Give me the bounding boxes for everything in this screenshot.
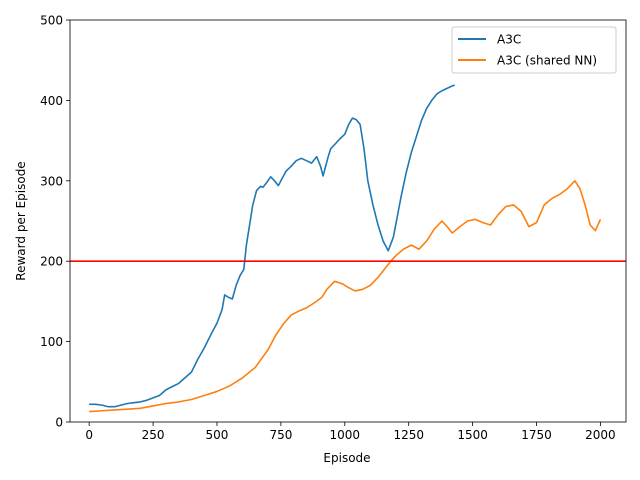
x-axis-label: Episode — [323, 451, 370, 465]
legend-label-a3c-shared-nn: A3C (shared NN) — [497, 54, 597, 68]
x-tick-label: 2000 — [585, 428, 616, 442]
y-tick-label: 400 — [40, 94, 63, 108]
y-axis-label: Reward per Episode — [14, 161, 28, 280]
y-tick-label: 300 — [40, 174, 63, 188]
series-line-a3c-shared-nn — [89, 180, 602, 413]
legend-box — [451, 26, 617, 74]
y-axis-ticks: 0 100 200 300 400 500 — [40, 14, 70, 430]
y-tick-label: 500 — [40, 14, 63, 28]
x-tick-label: 1250 — [393, 428, 424, 442]
x-tick-label: 750 — [269, 428, 292, 442]
x-tick-label: 1500 — [457, 428, 488, 442]
legend: A3C A3C (shared NN) — [451, 26, 617, 74]
plot-frame — [69, 19, 627, 423]
plot-area — [69, 19, 627, 423]
y-tick-label: 200 — [40, 255, 63, 269]
x-tick-label: 1000 — [330, 428, 361, 442]
series-line-a3c — [89, 84, 455, 408]
x-tick-label: 0 — [85, 428, 93, 442]
x-tick-label: 250 — [142, 428, 165, 442]
y-tick-label: 100 — [40, 335, 63, 349]
y-tick-label: 0 — [55, 416, 63, 430]
legend-label-a3c: A3C — [497, 33, 521, 47]
x-tick-label: 500 — [206, 428, 229, 442]
x-axis-ticks: 0 250 500 750 1000 1250 1500 1750 2000 — [85, 422, 616, 442]
x-tick-label: 1750 — [521, 428, 552, 442]
